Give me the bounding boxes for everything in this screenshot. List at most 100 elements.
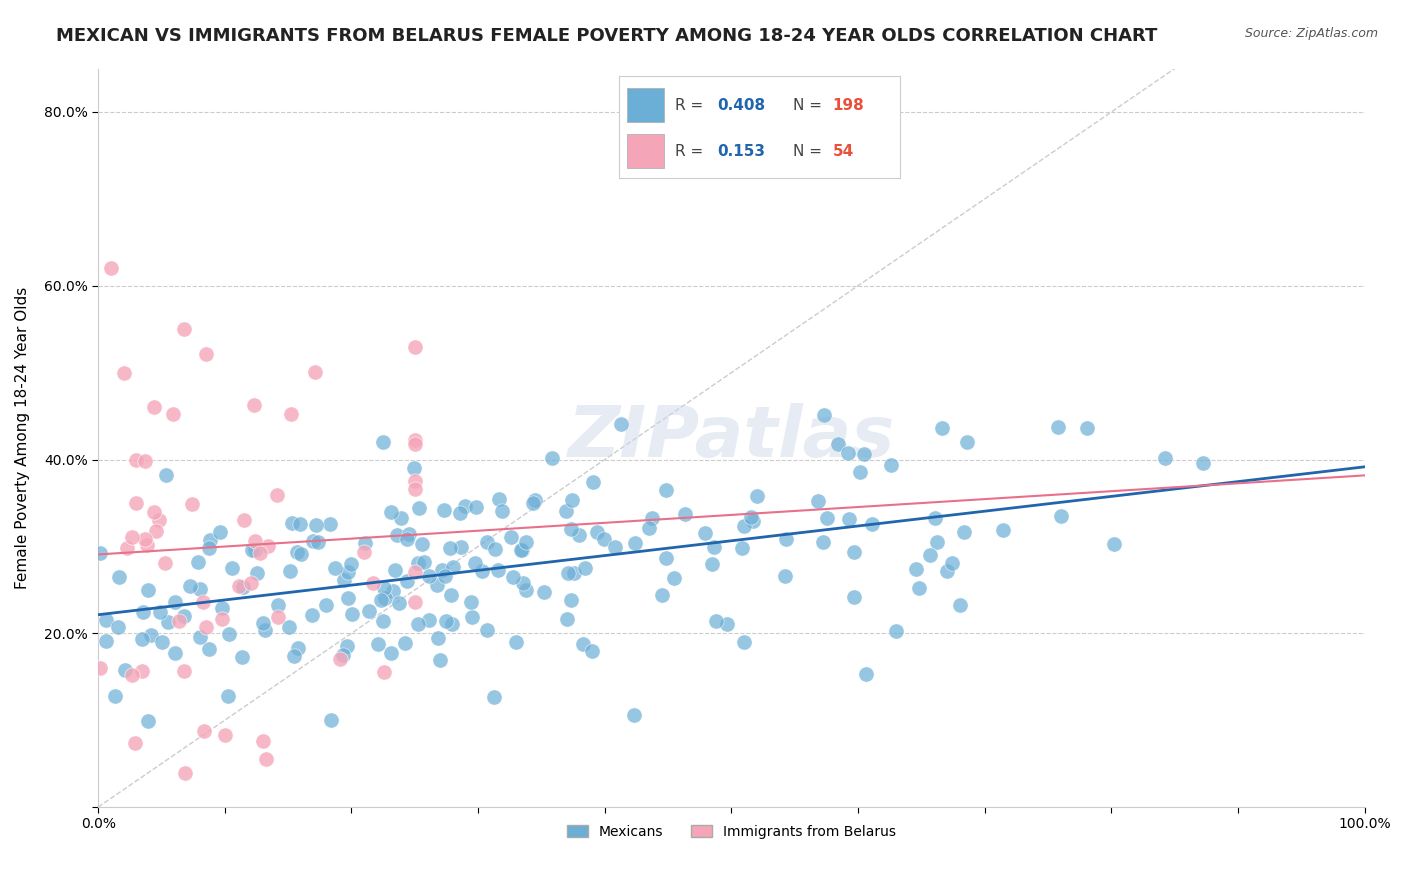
Point — [342, 607, 364, 622]
Point — [395, 574, 418, 588]
Point — [471, 565, 494, 579]
Point — [449, 506, 471, 520]
Point — [173, 665, 195, 679]
Point — [374, 591, 396, 605]
Point — [333, 574, 356, 588]
Point — [209, 525, 232, 540]
Point — [640, 511, 662, 525]
Point — [398, 527, 420, 541]
Point — [426, 578, 449, 592]
Point — [918, 548, 941, 562]
Point — [662, 572, 685, 586]
Point — [880, 458, 903, 473]
Point — [370, 593, 392, 607]
Point — [131, 632, 153, 646]
Point — [217, 689, 239, 703]
Point — [277, 620, 299, 634]
Point — [404, 482, 426, 496]
Point — [747, 489, 769, 503]
FancyBboxPatch shape — [627, 135, 664, 168]
Point — [562, 566, 585, 580]
Y-axis label: Female Poverty Among 18-24 Year Olds: Female Poverty Among 18-24 Year Olds — [15, 286, 30, 589]
Point — [280, 564, 302, 578]
Point — [925, 535, 948, 549]
Point — [522, 496, 544, 510]
Point — [281, 516, 304, 531]
Point — [523, 493, 546, 508]
Point — [838, 511, 860, 525]
Point — [811, 535, 834, 549]
Point — [509, 542, 531, 557]
Point — [905, 561, 928, 575]
Point — [336, 639, 359, 653]
FancyBboxPatch shape — [627, 88, 664, 122]
Point — [321, 713, 343, 727]
Point — [733, 519, 755, 533]
Point — [464, 556, 486, 570]
Point — [267, 598, 290, 612]
Point — [460, 595, 482, 609]
Point — [956, 435, 979, 450]
Point — [188, 582, 211, 596]
Point — [486, 563, 509, 577]
Point — [132, 605, 155, 619]
Point — [623, 536, 645, 550]
Point — [252, 733, 274, 747]
Point — [775, 532, 797, 546]
Point — [440, 617, 463, 632]
Text: R =: R = — [675, 145, 709, 160]
Point — [373, 581, 395, 595]
Point — [454, 500, 477, 514]
Point — [162, 407, 184, 421]
Point — [305, 517, 328, 532]
Point — [740, 509, 762, 524]
Point — [484, 542, 506, 557]
Point — [232, 580, 254, 594]
Point — [254, 751, 277, 765]
Point — [173, 608, 195, 623]
Point — [502, 570, 524, 584]
Point — [807, 493, 830, 508]
Point — [115, 541, 138, 555]
Point — [319, 516, 342, 531]
Point — [167, 614, 190, 628]
Text: N =: N = — [793, 98, 827, 113]
Point — [142, 401, 165, 415]
Point — [655, 551, 678, 566]
Point — [450, 540, 472, 554]
Point — [404, 474, 426, 488]
Point — [163, 646, 186, 660]
Point — [533, 585, 555, 599]
Point — [441, 560, 464, 574]
Point — [125, 452, 148, 467]
Point — [94, 614, 117, 628]
Point — [150, 634, 173, 648]
Point — [125, 496, 148, 510]
Point — [941, 556, 963, 570]
Point — [849, 465, 872, 479]
Point — [232, 513, 254, 527]
Point — [354, 536, 377, 550]
Point — [609, 417, 631, 431]
Point — [404, 340, 426, 354]
Text: R =: R = — [675, 98, 709, 113]
Point — [655, 483, 678, 497]
Point — [108, 570, 131, 584]
Point — [404, 461, 426, 475]
Point — [195, 347, 218, 361]
Point — [252, 615, 274, 630]
Point — [505, 635, 527, 649]
Point — [179, 579, 201, 593]
Point — [301, 533, 323, 548]
Point — [353, 545, 375, 559]
Point — [145, 524, 167, 538]
Point — [163, 595, 186, 609]
Point — [138, 582, 160, 597]
Point — [574, 561, 596, 575]
Point — [187, 555, 209, 569]
Point — [582, 475, 605, 490]
Point — [413, 555, 436, 569]
Point — [1076, 421, 1098, 435]
Point — [623, 708, 645, 723]
Point — [593, 533, 616, 547]
